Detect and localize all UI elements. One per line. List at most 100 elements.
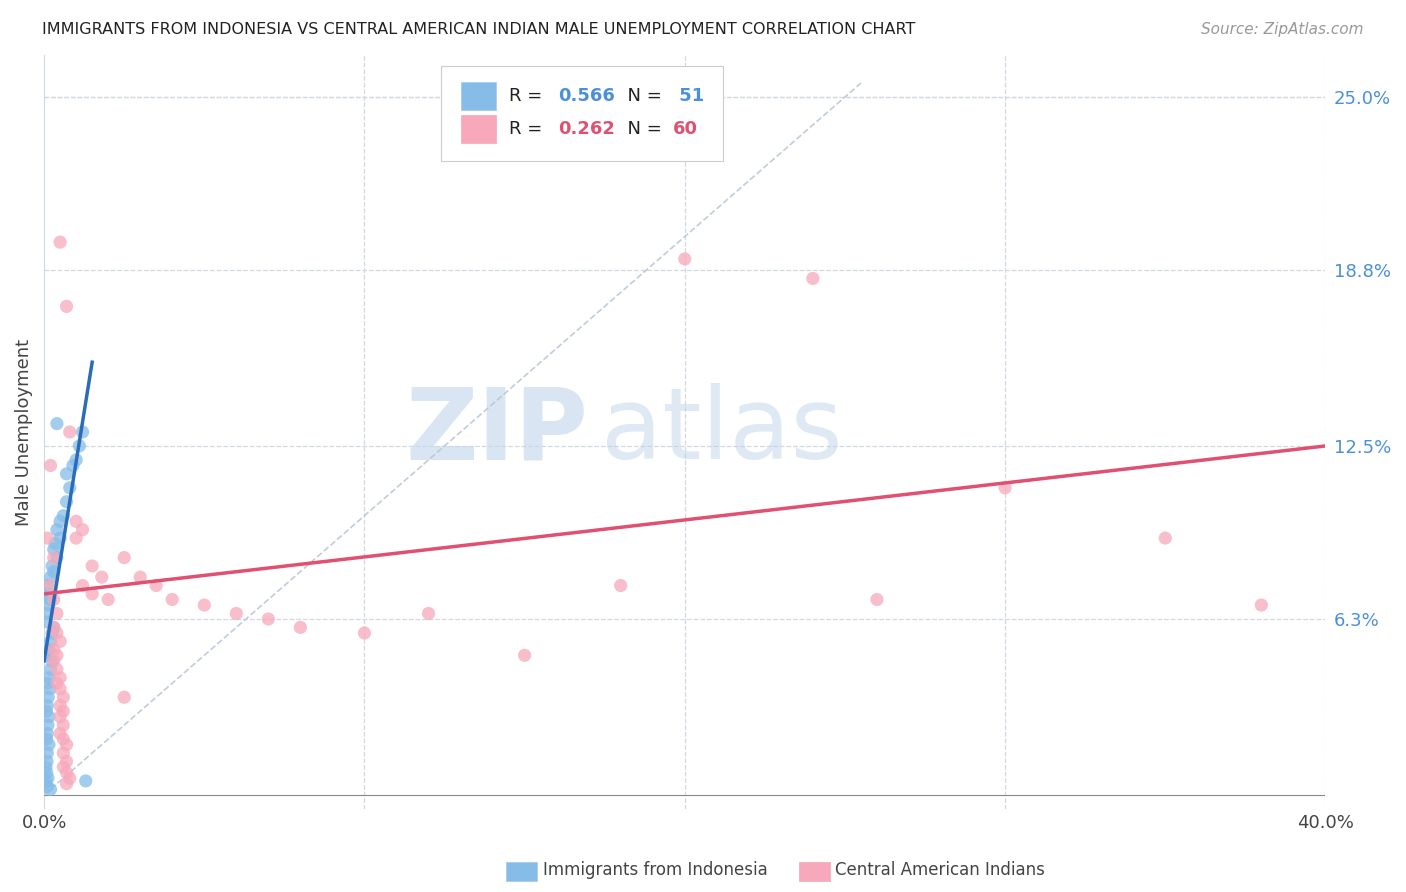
Point bbox=[45, 662, 67, 676]
Point bbox=[97, 592, 120, 607]
Text: 60: 60 bbox=[673, 120, 699, 138]
Point bbox=[39, 662, 62, 676]
Point bbox=[193, 598, 215, 612]
Point bbox=[52, 508, 75, 523]
Point bbox=[39, 570, 62, 584]
Point bbox=[257, 612, 280, 626]
Point bbox=[37, 607, 59, 621]
Text: 51: 51 bbox=[673, 87, 704, 105]
Text: Immigrants from Indonesia: Immigrants from Indonesia bbox=[543, 861, 768, 879]
Point bbox=[39, 578, 62, 592]
Text: atlas: atlas bbox=[602, 384, 844, 481]
Text: Source: ZipAtlas.com: Source: ZipAtlas.com bbox=[1201, 22, 1364, 37]
Point bbox=[37, 780, 59, 794]
Point bbox=[45, 417, 67, 431]
Point bbox=[290, 620, 312, 634]
Point bbox=[90, 570, 112, 584]
Point bbox=[49, 235, 72, 249]
Y-axis label: Male Unemployment: Male Unemployment bbox=[15, 338, 32, 525]
Point bbox=[42, 654, 65, 668]
Point bbox=[45, 523, 67, 537]
Point bbox=[39, 782, 62, 797]
Point bbox=[45, 550, 67, 565]
Bar bbox=[461, 115, 496, 144]
Point bbox=[49, 634, 72, 648]
Point bbox=[55, 467, 77, 481]
Text: R =: R = bbox=[509, 120, 548, 138]
Point bbox=[1154, 531, 1177, 545]
Point bbox=[38, 738, 60, 752]
Point bbox=[42, 565, 65, 579]
Point bbox=[82, 587, 104, 601]
Point bbox=[59, 481, 82, 495]
Point bbox=[49, 726, 72, 740]
Point bbox=[59, 771, 82, 785]
Point bbox=[162, 592, 184, 607]
Point bbox=[41, 559, 63, 574]
Text: R =: R = bbox=[509, 87, 548, 105]
Point bbox=[45, 607, 67, 621]
FancyBboxPatch shape bbox=[441, 66, 723, 161]
Point bbox=[49, 681, 72, 696]
Point bbox=[129, 570, 152, 584]
Point bbox=[72, 523, 94, 537]
Point bbox=[52, 746, 75, 760]
Point bbox=[37, 690, 59, 705]
Text: N =: N = bbox=[616, 87, 666, 105]
Point bbox=[1250, 598, 1272, 612]
Point bbox=[72, 578, 94, 592]
Point bbox=[42, 550, 65, 565]
Point bbox=[37, 771, 59, 785]
Point bbox=[609, 578, 631, 592]
Point bbox=[112, 690, 135, 705]
Point bbox=[35, 765, 58, 780]
Point bbox=[37, 718, 59, 732]
Point bbox=[45, 648, 67, 663]
Point bbox=[49, 698, 72, 713]
Bar bbox=[461, 81, 496, 110]
Point bbox=[72, 425, 94, 439]
Point bbox=[39, 634, 62, 648]
Point bbox=[35, 760, 58, 774]
Point bbox=[35, 615, 58, 629]
Point bbox=[37, 746, 59, 760]
Point bbox=[112, 550, 135, 565]
Point bbox=[41, 626, 63, 640]
Point bbox=[673, 252, 696, 266]
Point bbox=[35, 755, 58, 769]
Point bbox=[42, 620, 65, 634]
Point bbox=[75, 773, 97, 788]
Point bbox=[145, 578, 167, 592]
Point bbox=[55, 765, 77, 780]
Point bbox=[38, 671, 60, 685]
Point bbox=[52, 732, 75, 747]
Text: 0.566: 0.566 bbox=[558, 87, 614, 105]
Point bbox=[35, 704, 58, 718]
Point bbox=[801, 271, 824, 285]
Point bbox=[42, 542, 65, 557]
Point bbox=[994, 481, 1017, 495]
Point bbox=[37, 676, 59, 690]
Point bbox=[39, 592, 62, 607]
Point bbox=[41, 654, 63, 668]
Point bbox=[353, 626, 375, 640]
Text: N =: N = bbox=[616, 120, 666, 138]
Text: IMMIGRANTS FROM INDONESIA VS CENTRAL AMERICAN INDIAN MALE UNEMPLOYMENT CORRELATI: IMMIGRANTS FROM INDONESIA VS CENTRAL AME… bbox=[42, 22, 915, 37]
Text: 0.262: 0.262 bbox=[558, 120, 614, 138]
Point bbox=[37, 648, 59, 663]
Point bbox=[39, 458, 62, 473]
Point bbox=[44, 536, 66, 550]
Point bbox=[866, 592, 889, 607]
Text: Central American Indians: Central American Indians bbox=[835, 861, 1045, 879]
Point bbox=[65, 531, 87, 545]
Point bbox=[52, 690, 75, 705]
Point bbox=[55, 299, 77, 313]
Point bbox=[55, 777, 77, 791]
Point bbox=[65, 453, 87, 467]
Point bbox=[52, 704, 75, 718]
Point bbox=[59, 425, 82, 439]
Point bbox=[418, 607, 440, 621]
Point bbox=[55, 738, 77, 752]
Point bbox=[55, 755, 77, 769]
Point bbox=[62, 458, 84, 473]
